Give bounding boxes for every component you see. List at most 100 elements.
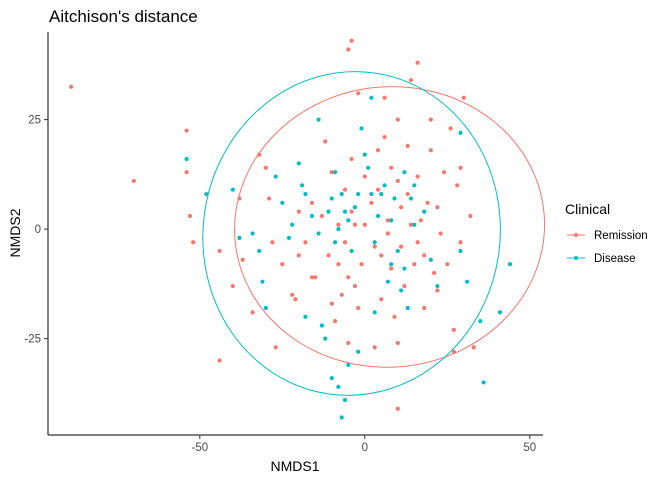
point-remission <box>184 170 189 175</box>
point-disease <box>372 310 377 315</box>
point-disease <box>329 375 334 381</box>
point-remission <box>342 187 348 192</box>
point-disease <box>250 231 255 236</box>
point-remission <box>356 91 361 96</box>
point-disease <box>286 235 291 240</box>
point-remission <box>471 345 476 350</box>
point-disease <box>280 200 285 205</box>
point-disease <box>303 314 308 319</box>
point-remission <box>290 292 295 297</box>
point-remission <box>445 262 450 267</box>
y-axis-title: NMDS2 <box>7 208 23 257</box>
point-disease <box>260 279 265 284</box>
point-remission <box>349 209 354 214</box>
point-remission <box>352 222 357 227</box>
point-remission <box>395 340 400 346</box>
point-disease <box>329 196 334 201</box>
point-disease <box>422 209 427 214</box>
point-remission <box>395 406 400 411</box>
point-remission <box>379 297 384 302</box>
point-disease <box>300 183 305 188</box>
point-disease <box>412 183 417 188</box>
point-remission <box>293 297 298 302</box>
point-disease <box>352 205 357 210</box>
point-disease <box>316 231 321 236</box>
point-disease <box>346 362 351 368</box>
legend-key-disease-dot <box>574 256 578 260</box>
point-remission <box>362 174 367 179</box>
point-disease <box>458 130 463 135</box>
y-tick-label: 0 <box>35 224 41 236</box>
point-disease <box>342 209 348 214</box>
point-remission <box>359 262 364 267</box>
point-remission <box>187 213 192 219</box>
point-disease <box>346 218 351 223</box>
point-disease <box>389 262 394 267</box>
chart-title: Aitchison's distance <box>49 7 198 26</box>
point-remission <box>280 262 285 267</box>
ellipse-disease <box>202 71 501 396</box>
point-disease <box>333 170 338 175</box>
point-disease <box>428 257 433 262</box>
point-remission <box>458 165 463 170</box>
point-disease <box>435 283 440 289</box>
point-remission <box>412 262 417 267</box>
point-remission <box>392 314 397 319</box>
point-disease <box>237 235 242 240</box>
point-remission <box>362 222 367 227</box>
point-remission <box>346 340 351 346</box>
legend-title: Clinical <box>565 201 610 217</box>
point-disease <box>375 213 381 219</box>
point-remission <box>455 183 460 188</box>
point-remission <box>313 275 318 280</box>
point-remission <box>339 292 344 297</box>
point-disease <box>399 288 404 293</box>
point-remission <box>399 244 404 249</box>
point-remission <box>372 345 377 350</box>
point-remission <box>240 257 245 262</box>
ellipse-remission <box>234 86 546 368</box>
point-remission <box>389 165 394 170</box>
point-remission <box>323 139 328 144</box>
point-remission <box>418 218 423 223</box>
point-remission <box>230 283 235 289</box>
point-disease <box>405 305 410 311</box>
legend-label-disease: Disease <box>594 253 636 265</box>
point-remission <box>435 288 440 293</box>
point-disease <box>230 187 235 192</box>
point-disease <box>379 191 384 197</box>
point-disease <box>342 397 348 403</box>
point-disease <box>369 191 374 197</box>
point-disease <box>385 279 390 284</box>
point-disease <box>309 213 315 219</box>
point-remission <box>415 174 420 179</box>
point-disease <box>366 165 371 170</box>
x-tick-label: -50 <box>191 442 208 454</box>
point-remission <box>385 218 390 223</box>
point-remission <box>296 209 301 214</box>
point-remission <box>257 152 262 157</box>
point-disease <box>465 279 470 284</box>
x-axis-ticks: -50 0 50 <box>191 435 536 454</box>
point-disease <box>458 248 463 254</box>
point-remission <box>372 244 377 249</box>
point-disease <box>263 305 268 311</box>
point-remission <box>296 253 301 258</box>
point-disease <box>316 117 321 122</box>
legend: Clinical Remission Disease <box>565 201 648 265</box>
point-remission <box>333 319 338 324</box>
point-disease <box>359 126 364 131</box>
point-remission <box>69 84 74 89</box>
point-remission <box>438 231 443 236</box>
point-remission <box>336 222 341 227</box>
point-remission <box>329 301 334 306</box>
point-remission <box>405 191 410 197</box>
point-remission <box>451 349 456 354</box>
point-disease <box>369 95 374 100</box>
point-remission <box>270 240 275 245</box>
point-disease <box>356 349 361 354</box>
point-disease <box>402 170 407 175</box>
y-tick-label: 25 <box>28 115 41 127</box>
legend-label-remission: Remission <box>594 230 648 242</box>
point-remission <box>356 305 361 311</box>
